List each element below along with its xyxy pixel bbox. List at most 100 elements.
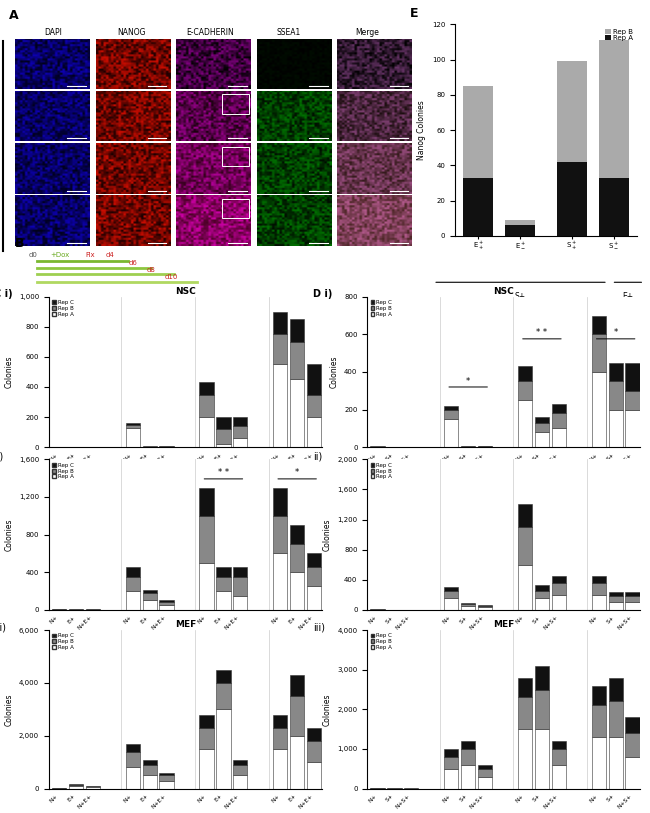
Bar: [608, 737, 623, 789]
Bar: [552, 765, 566, 789]
Bar: [125, 423, 140, 424]
Bar: [142, 590, 157, 593]
Y-axis label: Colonies: Colonies: [322, 693, 332, 725]
Text: iii): iii): [0, 622, 6, 633]
Text: d6: d6: [129, 259, 137, 266]
Bar: [478, 765, 492, 769]
Text: d4: d4: [389, 472, 399, 480]
Bar: [552, 584, 566, 595]
Legend: Rep C, Rep B, Rep A: Rep C, Rep B, Rep A: [51, 299, 74, 317]
Bar: [200, 417, 214, 447]
Bar: [307, 567, 321, 586]
Bar: [592, 315, 606, 334]
Bar: [222, 146, 248, 166]
Y-axis label: Colonies: Colonies: [4, 693, 13, 725]
Bar: [444, 591, 458, 598]
Bar: [216, 709, 231, 789]
Bar: [625, 593, 640, 596]
Text: *: *: [466, 377, 471, 386]
Bar: [142, 776, 157, 789]
Bar: [625, 602, 640, 610]
Bar: [307, 417, 321, 447]
Bar: [552, 576, 566, 584]
Bar: [518, 698, 532, 729]
Bar: [290, 525, 304, 544]
Bar: [125, 567, 140, 577]
Bar: [552, 749, 566, 765]
Bar: [142, 759, 157, 765]
Bar: [273, 515, 287, 554]
Text: iii): iii): [313, 622, 324, 633]
Bar: [552, 404, 566, 413]
Bar: [233, 438, 248, 447]
Bar: [125, 591, 140, 610]
Legend: Rep C, Rep B, Rep A: Rep C, Rep B, Rep A: [51, 462, 74, 480]
Bar: [518, 527, 532, 564]
Bar: [608, 602, 623, 610]
Bar: [608, 593, 623, 596]
Text: *: *: [614, 328, 618, 337]
Bar: [599, 41, 629, 178]
Bar: [200, 394, 214, 417]
Bar: [125, 424, 140, 428]
Bar: [69, 785, 83, 786]
Text: D i): D i): [313, 289, 332, 299]
Bar: [307, 394, 321, 417]
Bar: [461, 741, 475, 749]
Bar: [463, 86, 493, 178]
Bar: [592, 706, 606, 737]
Bar: [159, 600, 174, 602]
Bar: [478, 776, 492, 789]
Bar: [625, 596, 640, 602]
Text: d8: d8: [146, 267, 155, 272]
Bar: [461, 604, 475, 606]
Bar: [625, 733, 640, 757]
Text: d6: d6: [463, 634, 473, 643]
Bar: [216, 683, 231, 709]
Bar: [556, 61, 586, 162]
Bar: [592, 685, 606, 706]
Text: NANOG: NANOG: [118, 28, 146, 37]
Bar: [273, 554, 287, 610]
Bar: [518, 564, 532, 610]
Bar: [307, 728, 321, 741]
Text: d4: d4: [71, 472, 81, 480]
Bar: [518, 367, 532, 381]
Bar: [216, 591, 231, 610]
Title: NSC: NSC: [175, 287, 196, 296]
Text: ii): ii): [313, 452, 322, 462]
Text: Astrocyte: Astrocyte: [486, 489, 522, 498]
Bar: [625, 391, 640, 410]
Text: d10: d10: [165, 274, 178, 280]
Bar: [290, 341, 304, 380]
Bar: [233, 567, 248, 577]
Title: NSC: NSC: [493, 287, 514, 296]
Bar: [86, 787, 100, 789]
Text: E-CADHERIN: E-CADHERIN: [187, 28, 235, 37]
Bar: [535, 729, 549, 789]
Bar: [159, 776, 174, 780]
Text: d0: d0: [29, 252, 37, 259]
Text: E+: E+: [622, 292, 634, 301]
Legend: Rep C, Rep B, Rep A: Rep C, Rep B, Rep A: [370, 633, 393, 650]
Bar: [592, 595, 606, 610]
Text: *: *: [295, 468, 299, 477]
Bar: [200, 488, 214, 515]
Bar: [552, 741, 566, 749]
Bar: [444, 419, 458, 447]
Bar: [535, 598, 549, 610]
Text: B: B: [14, 237, 24, 250]
Bar: [444, 410, 458, 419]
Bar: [535, 423, 549, 433]
Title: MEF: MEF: [493, 620, 514, 629]
Bar: [200, 563, 214, 610]
Bar: [518, 381, 532, 400]
Text: d4: d4: [71, 634, 81, 643]
Bar: [125, 744, 140, 751]
Text: Fix: Fix: [85, 252, 94, 259]
Bar: [125, 428, 140, 447]
Y-axis label: Nanog Colonies: Nanog Colonies: [417, 100, 426, 160]
Bar: [159, 772, 174, 776]
Bar: [233, 765, 248, 776]
Text: d4: d4: [106, 252, 114, 259]
